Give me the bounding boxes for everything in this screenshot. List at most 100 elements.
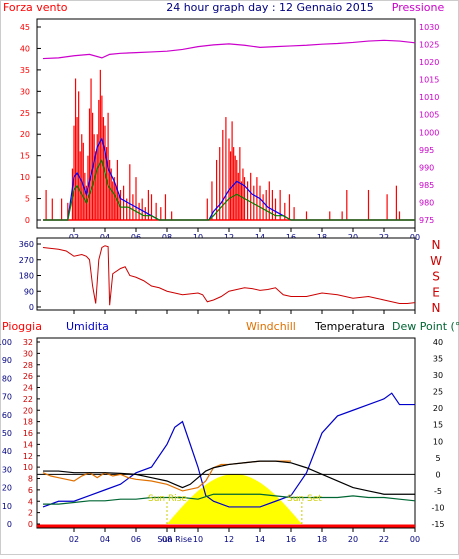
pressure-tick-label: 1025 [419,41,439,50]
x-tick-label: 06 [131,535,141,544]
wind-tick-label: 5 [25,195,30,204]
dewpoint-line [43,493,416,505]
pressure-tick-label: 990 [419,163,434,172]
pressure-tick-label: 1005 [419,111,439,120]
x-tick-label: 20 [348,535,358,544]
temperature-tick-label: -10 [431,503,444,512]
wind-tick-label: 15 [20,152,30,161]
rain-tick-label: 70 [2,393,12,402]
humidity-tick-label: 4 [28,497,33,506]
wind-tick-label: 20 [20,130,30,139]
humidity-tick-label: 24 [23,384,33,393]
wind-tick-label: 30 [20,87,30,96]
temperature-tick-label: -15 [431,520,444,529]
humidity-tick-label: 18 [23,418,33,427]
pressure-tick-label: 1020 [419,58,439,67]
pressure-tick-label: 1010 [419,93,439,102]
temperature-tick-label: 35 [433,355,443,364]
pressure-line [42,39,416,60]
pressure-tick-label: 1030 [419,23,439,32]
humidity-tick-label: 20 [23,406,33,415]
temperature-tick-label: 10 [433,437,443,446]
rain-tick-label: 10 [2,502,12,511]
humidity-tick-label: 0 [28,520,33,529]
x-tick-label: 16 [286,535,296,544]
rain-tick-label: 30 [2,465,12,474]
wind-tick-label: 10 [20,173,30,182]
humidity-tick-label: 26 [23,372,33,381]
x-tick-label: 04 [100,535,110,544]
temperature-legend: Temperatura [314,320,385,333]
sun-elevation-area [167,474,302,524]
wind-tick-label: 25 [20,109,30,118]
humidity-tick-label: 10 [23,463,33,472]
temperature-tick-label: 15 [433,421,443,430]
rain-tick-label: 90 [2,356,12,365]
compass-label: N [432,238,441,252]
temperature-tick-label: 20 [433,404,443,413]
x-tick-label: 00 [410,535,420,544]
humidity-tick-label: 28 [23,361,33,370]
rain-tick-label: 0 [7,520,12,529]
compass-label: E [432,285,440,299]
windGreen-line [43,158,415,221]
x-tick-label: 14 [255,535,265,544]
humidity-tick-label: 12 [23,452,33,461]
humidity-tick-label: 2 [28,509,33,518]
pressure-tick-label: 975 [419,216,434,225]
temperature-humidity-panel: 1009080706050403020100 32302826242220181… [0,337,445,544]
temperature-tick-label: 0 [435,470,440,479]
compass-label: N [432,301,441,315]
dewpoint-legend: Dew Point (°C [392,320,459,333]
humidity-tick-label: 22 [23,395,33,404]
temperature-tick-label: -5 [434,487,442,496]
x-tick-label: 18 [317,535,327,544]
wind-tick-label: 40 [20,44,30,53]
humidity-tick-label: 16 [23,429,33,438]
wind-axis-title: Forza vento [3,1,68,14]
rain-tick-label: 50 [2,429,12,438]
rain-tick-label: 80 [2,374,12,383]
temperature-tick-label: 25 [433,388,443,397]
wind-tick-label: 45 [20,23,30,32]
x-tick-label: 10 [193,535,203,544]
humidity-tick-label: 14 [23,440,33,449]
wind-tick-label: 0 [25,216,30,225]
wind-direction-line [42,245,416,306]
compass-label: S [432,270,440,284]
humidity-axis-title: Umidita [66,320,109,333]
compass-label: W [430,254,442,268]
pressure-axis-title: Pressione [392,1,445,14]
rain-tick-label: 60 [2,411,12,420]
chart-title: 24 hour graph day : 12 Gennaio 2015 [166,1,374,14]
pressure-tick-label: 995 [419,146,434,155]
x-tick-label: 12 [224,535,234,544]
x-tick-label: 02 [69,535,79,544]
wind-pressure-panel: 45 40 35 30 25 20 15 10 5 0 1030 1025 1020 1015 1010 1… [20,18,439,242]
rain-axis-title: Pioggia [2,320,42,333]
wind-tick-label: 35 [20,66,30,75]
pressure-tick-label: 1000 [419,128,439,137]
direction-tick-label: 0 [29,303,34,312]
humidity-line [42,392,415,508]
windchill-legend: Windchill [246,320,296,333]
pressure-tick-label: 980 [419,198,434,207]
humidity-tick-label: 8 [28,475,33,484]
pressure-tick-label: 1015 [419,76,439,85]
temperature-tick-label: 5 [435,454,440,463]
direction-tick-label: 270 [19,256,34,265]
temperature-line [43,460,415,495]
sunset-label: Sun Set [287,494,322,504]
direction-tick-label: 360 [19,240,34,249]
temperature-tick-label: 40 [433,338,443,347]
temperature-tick-label: 30 [433,371,443,380]
humidity-tick-label: 30 [23,349,33,358]
x-tick-label: 08 [162,535,172,544]
rain-tick-label: 100 [0,338,12,347]
rain-tick-label: 20 [2,484,12,493]
pressure-tick-label: 985 [419,181,434,190]
direction-tick-label: 180 [19,272,34,281]
sunrise-label: Sun Rise [148,494,187,504]
